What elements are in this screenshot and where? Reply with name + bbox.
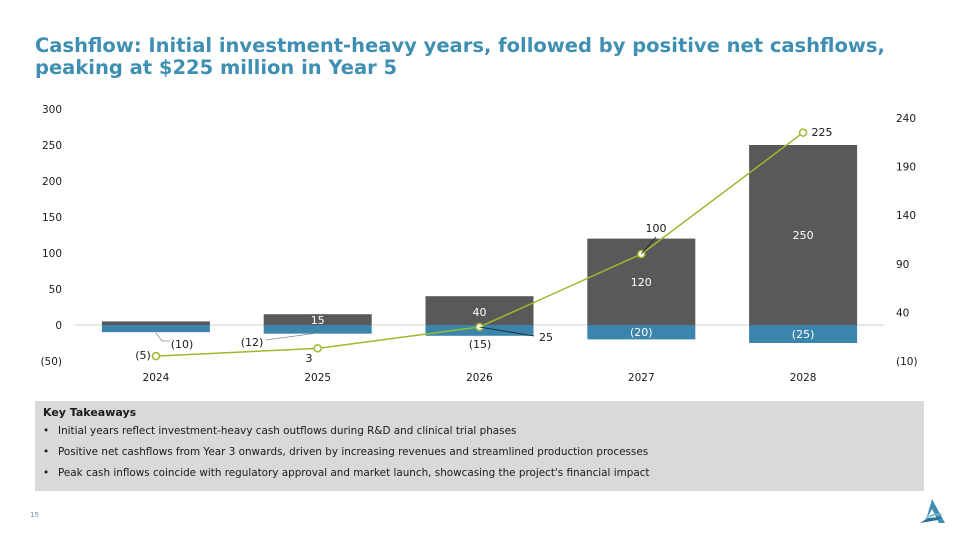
- y-left-tick-label: 250: [42, 140, 62, 152]
- net-cashflow-point: [313, 344, 322, 353]
- bullet-icon: •: [43, 425, 50, 437]
- key-takeaways-title: Key Takeaways: [43, 406, 137, 419]
- net-cashflow-point: [151, 351, 161, 361]
- outflow-bar: [263, 325, 372, 334]
- x-tick-label: 2026: [466, 372, 493, 384]
- net-data-label: (5): [135, 349, 151, 362]
- cashflow-chart: (50) 0 50 100 150 200 250 300 (10) 40 90 140 190 240 2…: [40, 104, 918, 384]
- key-takeaways-list: • Initial years reflect investment-heavy…: [43, 425, 916, 480]
- net-data-label: 225: [812, 126, 833, 139]
- x-tick-label: 2025: [304, 372, 331, 384]
- y-left-tick-label: 100: [42, 248, 62, 260]
- takeaway-item: • Initial years reflect investment-heavy…: [43, 425, 916, 438]
- net-data-label: 3: [306, 352, 313, 365]
- net-data-label: 25: [539, 331, 553, 344]
- y-left-tick-label: 200: [42, 176, 62, 188]
- x-tick-label: 2028: [790, 372, 817, 384]
- y-right-tick-label: 140: [896, 210, 916, 222]
- y-right-tick-label: 40: [896, 307, 909, 319]
- inflow-data-label: 250: [793, 229, 814, 242]
- outflow-data-label: (25): [792, 328, 815, 341]
- inflow-data-label: 15: [311, 314, 325, 327]
- takeaway-text: Peak cash inflows coincide with regulato…: [58, 467, 650, 479]
- y-right-tick-label: 190: [896, 162, 916, 174]
- takeaway-item: • Peak cash inflows coincide with regula…: [43, 467, 916, 480]
- outflow-data-label: (12): [241, 336, 264, 349]
- page-title: Cashflow: Initial investment-heavy years…: [35, 34, 885, 79]
- y-left-tick-label: 150: [42, 212, 62, 224]
- inflow-data-label: 40: [473, 306, 487, 319]
- x-tick-label: 2024: [143, 372, 170, 384]
- y-left-tick-label: (50): [40, 356, 62, 368]
- inflow-data-label: 120: [631, 276, 652, 289]
- takeaway-text: Initial years reflect investment-heavy c…: [58, 425, 517, 437]
- outflow-leader-line: [265, 332, 318, 341]
- y-left-tick-label: 0: [55, 320, 62, 332]
- outflow-data-label: (15): [469, 338, 492, 351]
- outflow-leader-line: [155, 332, 170, 342]
- inflow-bar: [263, 314, 372, 325]
- page-number: 15: [30, 511, 39, 519]
- y-left-tick-label: 50: [49, 284, 62, 296]
- inflow-bar: [101, 321, 210, 325]
- key-takeaways-panel: Key Takeaways • Initial years reflect in…: [35, 401, 924, 491]
- y-left-tick-label: 300: [42, 104, 62, 116]
- x-tick-label: 2027: [628, 372, 655, 384]
- y-right-tick-label: (10): [896, 356, 918, 368]
- outflow-data-label: (20): [630, 326, 653, 339]
- takeaway-item: • Positive net cashflows from Year 3 onw…: [43, 446, 916, 459]
- company-triangle-logo-icon: [920, 499, 945, 523]
- bullet-icon: •: [43, 467, 50, 479]
- takeaway-text: Positive net cashflows from Year 3 onwar…: [58, 446, 649, 458]
- outflow-bar: [101, 325, 210, 333]
- y-right-tick-label: 90: [896, 259, 909, 271]
- bullet-icon: •: [43, 446, 50, 458]
- net-cashflow-point: [798, 128, 808, 137]
- net-data-label: 100: [646, 222, 667, 235]
- inflow-bar: [749, 145, 858, 325]
- outflow-bar: [587, 325, 696, 340]
- net-leader-line: [479, 326, 535, 337]
- outflow-data-label: (10): [171, 338, 194, 351]
- outflow-bar: [749, 325, 858, 343]
- net-leader-line: [640, 236, 657, 255]
- y-right-tick-label: 240: [896, 113, 916, 125]
